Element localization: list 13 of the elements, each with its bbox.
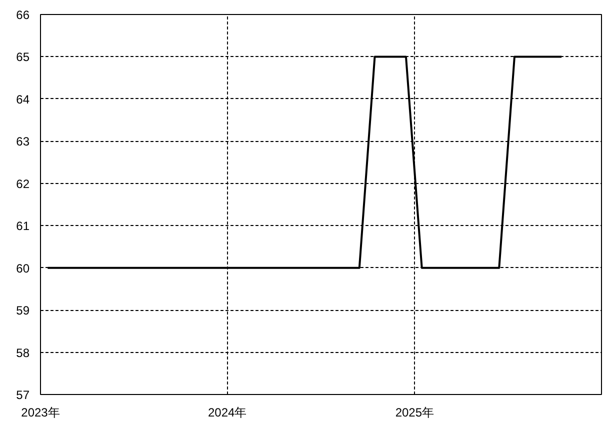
y-tick-label: 64 — [16, 92, 30, 106]
y-tick-label: 57 — [16, 388, 30, 402]
x-tick-label: 2023年 — [21, 406, 60, 420]
y-tick-label: 59 — [16, 304, 30, 318]
y-tick-label: 61 — [16, 219, 30, 234]
y-tick-label: 65 — [16, 50, 30, 64]
y-tick-label: 58 — [16, 346, 30, 360]
x-tick-label: 2025年 — [395, 406, 434, 420]
x-tick-label: 2024年 — [208, 406, 247, 420]
y-tick-label: 66 — [16, 8, 30, 22]
y-tick-label: 63 — [16, 134, 30, 149]
y-tick-label: 60 — [16, 261, 30, 276]
y-tick-label: 62 — [16, 176, 30, 191]
